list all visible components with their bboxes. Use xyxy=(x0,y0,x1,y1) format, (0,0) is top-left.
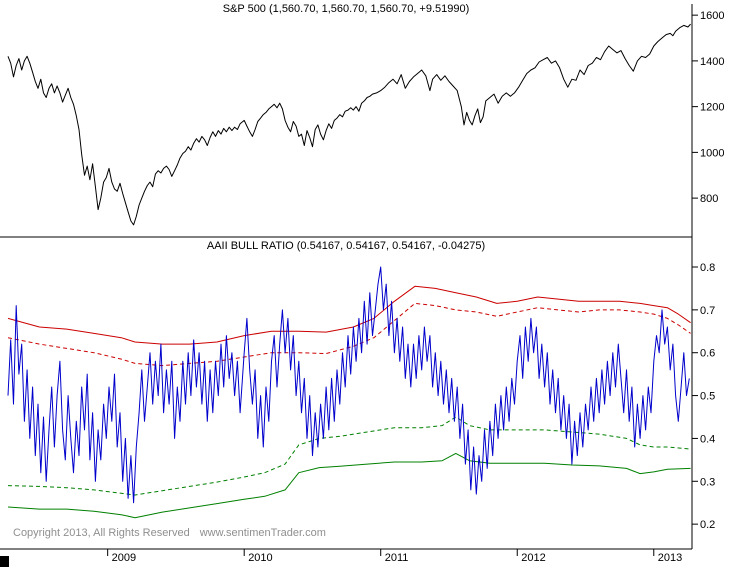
y-axis-label: 800 xyxy=(700,193,718,205)
x-axis-label: 2012 xyxy=(521,552,545,564)
y-axis-label: 1600 xyxy=(700,10,724,22)
website-watermark: www.sentimenTrader.com xyxy=(199,527,326,539)
y-axis-label: 1000 xyxy=(700,147,724,159)
y-axis-label: 0.8 xyxy=(700,262,715,274)
series-aaii-bull-ratio xyxy=(7,266,690,504)
x-axis-clipped-label xyxy=(0,556,9,567)
y-axis-label: 0.3 xyxy=(700,476,715,488)
y-axis-label: 1400 xyxy=(700,56,724,68)
series-upper-band-inner xyxy=(7,302,691,367)
series-lower-band-inner xyxy=(7,416,691,496)
series-lower-band-outer xyxy=(7,452,691,519)
x-axis-label: 2013 xyxy=(658,552,682,564)
aaii-panel-title: AAII BULL RATIO (0.54167, 0.54167, 0.541… xyxy=(206,240,486,252)
sp500-panel-title: S&P 500 (1,560.70, 1,560.70, 1,560.70, +… xyxy=(222,3,470,15)
y-axis-label: 0.5 xyxy=(700,391,715,403)
series-s-p-500 xyxy=(7,23,691,226)
y-axis-label: 1200 xyxy=(700,102,724,114)
y-axis-label: 0.6 xyxy=(700,348,715,360)
series-upper-band-outer xyxy=(7,285,691,345)
y-axis-label: 0.2 xyxy=(700,519,715,531)
x-axis-label: 2010 xyxy=(248,552,272,564)
x-axis-label: 2011 xyxy=(385,552,409,564)
y-axis-label: 0.7 xyxy=(700,305,715,317)
copyright-watermark: Copyright 2013, All Rights Reserved www.… xyxy=(13,527,326,539)
x-axis-label: 2009 xyxy=(112,552,136,564)
copyright-text: Copyright 2013, All Rights Reserved xyxy=(13,527,190,539)
y-axis-label: 0.4 xyxy=(700,433,715,445)
